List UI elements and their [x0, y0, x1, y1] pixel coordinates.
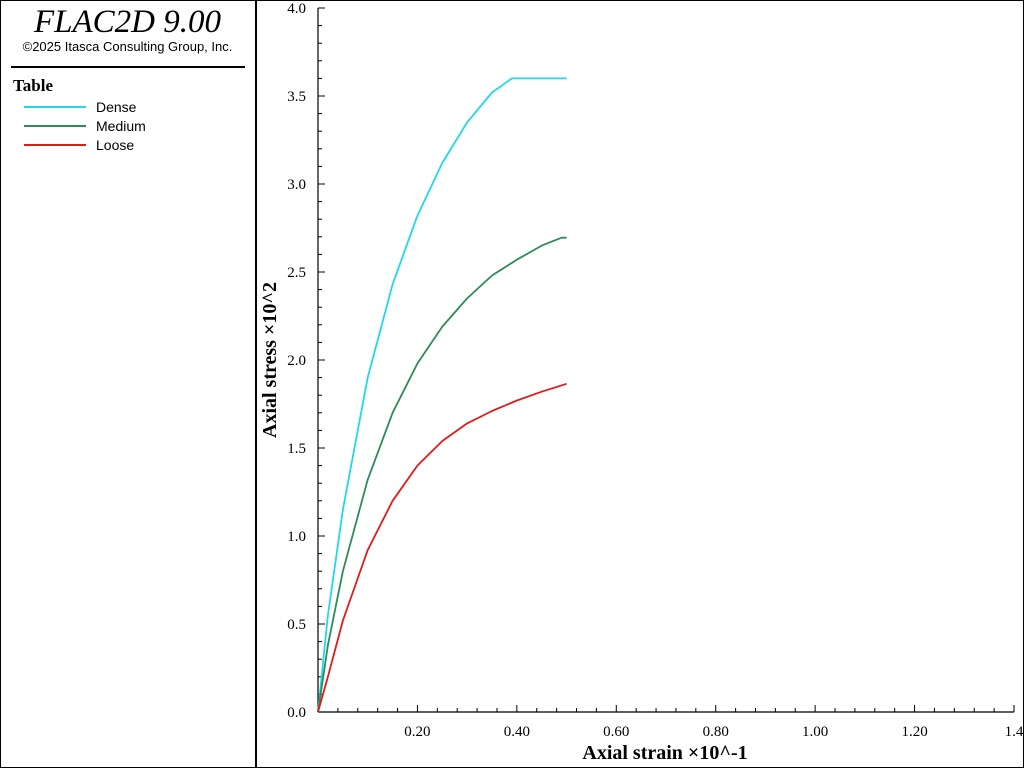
- series-line-dense: [317, 77, 567, 713]
- legend-title: Table: [13, 76, 54, 95]
- legend-item-loose: Loose: [24, 136, 224, 154]
- chart-series: [317, 77, 567, 713]
- series-line-medium: [317, 236, 567, 713]
- legend-item-dense: Dense: [24, 98, 224, 116]
- y-axis-title: Axial stress ×10^2: [259, 282, 281, 438]
- y-tick-label: 4.0: [287, 1, 306, 17]
- y-tick-label: 2.5: [287, 265, 306, 281]
- legend-label-loose: Loose: [96, 137, 135, 153]
- y-tick-label: 0.5: [287, 617, 306, 633]
- y-tick-label: 3.0: [287, 177, 306, 193]
- copyright-text: ©2025 Itasca Consulting Group, Inc.: [22, 39, 233, 54]
- y-tick-label: 0.0: [287, 705, 306, 721]
- legend-label-medium: Medium: [96, 118, 146, 134]
- x-tick-label: 1.20: [901, 724, 927, 740]
- x-tick-label: 0.80: [703, 724, 729, 740]
- y-tick-label: 1.5: [287, 441, 306, 457]
- y-tick-label: 2.0: [287, 353, 306, 369]
- x-tick-label: 0.40: [504, 724, 530, 740]
- x-tick-label: 1.00: [802, 724, 828, 740]
- panel-divider: [255, 0, 257, 768]
- y-tick-label: 1.0: [287, 529, 306, 545]
- y-tick-label: 3.5: [287, 89, 306, 105]
- legend-label-dense: Dense: [96, 99, 137, 115]
- legend-item-medium: Medium: [24, 117, 224, 135]
- legend-swatch-dense: [24, 106, 86, 108]
- app-title: FLAC2D 9.00: [33, 4, 221, 40]
- legend-swatch-loose: [24, 144, 86, 146]
- legend-swatch-medium: [24, 125, 86, 127]
- legend-divider: [11, 66, 245, 68]
- x-tick-label: 1.4: [1005, 724, 1024, 740]
- x-tick-label: 0.60: [603, 724, 629, 740]
- x-axis-title: Axial strain ×10^-1: [582, 742, 747, 764]
- x-tick-label: 0.20: [404, 724, 430, 740]
- series-line-loose: [317, 382, 567, 713]
- chart-axes: 0.0 0.5 1.0 1.5 2.0 2.5 3.0 3.5 4.0 0.20 0.40 0.60 0…: [287, 1, 1024, 740]
